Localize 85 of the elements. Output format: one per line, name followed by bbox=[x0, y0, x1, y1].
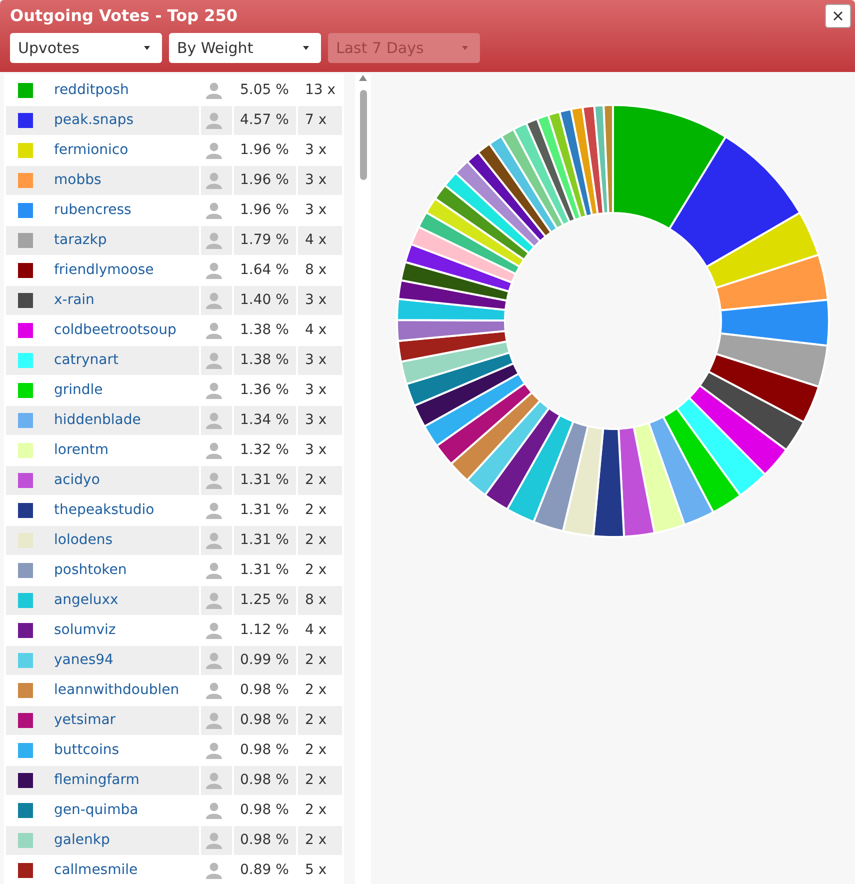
data-label: 1.31 % bbox=[240, 561, 289, 580]
text: 2 x bbox=[305, 771, 327, 790]
text: 4 x bbox=[305, 231, 327, 250]
data-label: 1.79 % bbox=[240, 231, 289, 250]
data-label: 1.34 % bbox=[240, 411, 289, 430]
data-label: 0.99 % bbox=[240, 651, 289, 670]
text: 2 x bbox=[305, 471, 327, 490]
legend-label: callmesmile bbox=[54, 861, 138, 880]
text: 13 x bbox=[305, 81, 336, 100]
text: 2 x bbox=[305, 501, 327, 520]
dropdown: By Weight bbox=[169, 33, 321, 63]
text: 3 x bbox=[305, 141, 327, 160]
text: 2 x bbox=[305, 741, 327, 760]
data-label: 0.98 % bbox=[240, 801, 289, 820]
data-label: 0.98 % bbox=[240, 741, 289, 760]
legend-label: rubencress bbox=[54, 201, 132, 220]
data-label: 1.40 % bbox=[240, 291, 289, 310]
legend-label: leannwithdoublen bbox=[54, 681, 180, 700]
text: 3 x bbox=[305, 291, 327, 310]
text: 2 x bbox=[305, 711, 327, 730]
legend-label: buttcoins bbox=[54, 741, 120, 760]
data-label: 0.98 % bbox=[240, 681, 289, 700]
data-label: 1.96 % bbox=[240, 171, 289, 190]
text: 3 x bbox=[305, 351, 327, 370]
data-label: 1.36 % bbox=[240, 381, 289, 400]
text: 2 x bbox=[305, 831, 327, 850]
text: 8 x bbox=[305, 591, 327, 610]
legend-label: gen-quimba bbox=[54, 801, 138, 820]
text: 3 x bbox=[305, 201, 327, 220]
legend-label: thepeakstudio bbox=[54, 501, 154, 520]
data-label: 1.38 % bbox=[240, 321, 289, 340]
text: 8 x bbox=[305, 261, 327, 280]
text: 2 x bbox=[305, 561, 327, 580]
legend-label: hiddenblade bbox=[54, 411, 141, 430]
data-label: 1.38 % bbox=[240, 351, 289, 370]
legend-label: redditposh bbox=[54, 81, 129, 100]
legend-label: flemingfarm bbox=[54, 771, 140, 790]
data-label: 1.31 % bbox=[240, 471, 289, 490]
legend-label: mobbs bbox=[54, 171, 102, 190]
dropdown: Last 7 Days bbox=[328, 33, 480, 63]
dropdown: Upvotes bbox=[10, 33, 162, 63]
data-label: 1.64 % bbox=[240, 261, 289, 280]
data-label: 5.05 % bbox=[240, 81, 289, 100]
legend-label: yanes94 bbox=[54, 651, 114, 670]
legend-label: fermionico bbox=[54, 141, 128, 160]
text: 3 x bbox=[305, 171, 327, 190]
data-label: 1.25 % bbox=[240, 591, 289, 610]
text: 2 x bbox=[305, 681, 327, 700]
legend-label: tarazkp bbox=[54, 231, 107, 250]
legend-label: lolodens bbox=[54, 531, 113, 550]
legend-label: grindle bbox=[54, 381, 103, 400]
text: 3 x bbox=[305, 441, 327, 460]
data-label: 0.98 % bbox=[240, 831, 289, 850]
chart-title: Outgoing Votes - Top 250 bbox=[10, 6, 238, 25]
text: 4 x bbox=[305, 621, 327, 640]
data-label: 1.31 % bbox=[240, 501, 289, 520]
data-label: 0.98 % bbox=[240, 711, 289, 730]
legend-label: angeluxx bbox=[54, 591, 118, 610]
data-label: 1.31 % bbox=[240, 531, 289, 550]
data-label: 1.96 % bbox=[240, 141, 289, 160]
text: 5 x bbox=[305, 861, 327, 880]
legend-label: solumviz bbox=[54, 621, 116, 640]
legend-label: catrynart bbox=[54, 351, 119, 370]
text: 3 x bbox=[305, 411, 327, 430]
legend-label: peak.snaps bbox=[54, 111, 134, 130]
data-label: 4.57 % bbox=[240, 111, 289, 130]
text: 3 x bbox=[305, 381, 327, 400]
text: 2 x bbox=[305, 651, 327, 670]
data-label: 0.98 % bbox=[240, 771, 289, 790]
text: 2 x bbox=[305, 531, 327, 550]
data-label: 0.89 % bbox=[240, 861, 289, 880]
data-label: 1.12 % bbox=[240, 621, 289, 640]
text: 4 x bbox=[305, 321, 327, 340]
legend-label: lorentm bbox=[54, 441, 109, 460]
data-label: 1.32 % bbox=[240, 441, 289, 460]
legend-label: acidyo bbox=[54, 471, 100, 490]
data-label: 1.96 % bbox=[240, 201, 289, 220]
legend-label: galenkp bbox=[54, 831, 110, 850]
legend-label: friendlymoose bbox=[54, 261, 154, 280]
text: 7 x bbox=[305, 111, 327, 130]
legend-label: yetsimar bbox=[54, 711, 116, 730]
legend-label: coldbeetrootsoup bbox=[54, 321, 176, 340]
legend-label: x-rain bbox=[54, 291, 94, 310]
text: 2 x bbox=[305, 801, 327, 820]
legend-label: poshtoken bbox=[54, 561, 127, 580]
